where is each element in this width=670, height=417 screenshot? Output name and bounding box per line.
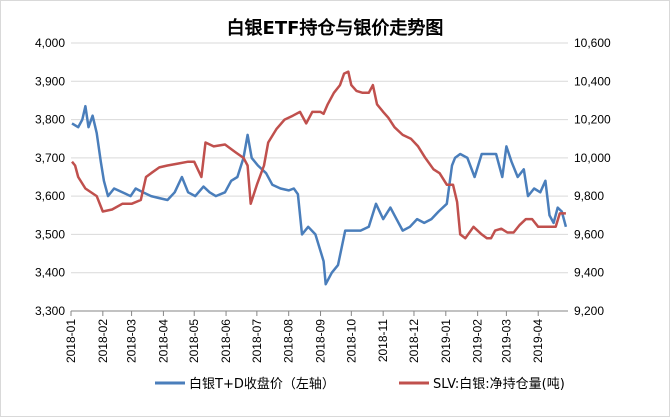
right-tick-label: 9,200 [574, 304, 604, 318]
right-tick-label: 9,400 [574, 266, 604, 280]
left-tick-label: 3,500 [35, 227, 65, 241]
left-tick-label: 3,800 [35, 113, 65, 127]
x-tick-label: 2018-09 [314, 319, 328, 363]
left-tick-label: 3,900 [35, 74, 65, 88]
chart-title: 白银ETF持仓与银价走势图 [227, 17, 444, 39]
series-slv-holdings [71, 70, 566, 240]
left-tick-label: 4,000 [35, 36, 65, 50]
right-tick-label: 10,400 [574, 74, 611, 88]
left-tick-label: 3,700 [35, 151, 65, 165]
left-tick-label: 3,600 [35, 189, 65, 203]
x-tick-label: 2019-04 [531, 319, 545, 363]
right-tick-label: 10,200 [574, 113, 611, 127]
left-tick-label: 3,300 [35, 304, 65, 318]
x-tick-label: 2019-01 [439, 319, 453, 363]
left-tick-label: 3,400 [35, 266, 65, 280]
legend-item-slv-holdings: SLV:白银:净持仓量(吨) [399, 376, 565, 392]
x-tick-label: 2018-03 [125, 319, 139, 363]
x-tick-label: 2018-10 [344, 319, 358, 363]
x-tick-label: 2018-06 [219, 319, 233, 363]
x-tick-label: 2018-05 [187, 319, 201, 363]
x-tick-label: 2018-11 [376, 319, 390, 362]
x-tick-label: 2018-07 [250, 319, 264, 363]
x-tick-label: 2018-08 [282, 319, 296, 363]
x-tick-label: 2018-01 [64, 319, 78, 363]
legend: 白银T+D收盘价（左轴） SLV:白银:净持仓量(吨) [155, 376, 565, 392]
series-line-silver-price [71, 104, 568, 286]
right-tick-label: 9,600 [574, 227, 604, 241]
legend-label: 白银T+D收盘价（左轴） [189, 376, 335, 392]
series-line-slv-holdings [71, 70, 566, 240]
x-tick-label: 2019-02 [471, 319, 485, 363]
x-tick-label: 2018-02 [96, 319, 110, 363]
legend-label: SLV:白银:净持仓量(吨) [433, 376, 565, 392]
x-tick-label: 2019-03 [499, 319, 513, 363]
x-tick-label: 2018-12 [407, 319, 421, 363]
x-axis: 2018-01 2018-02 2018-03 2018-04 2018-05 2018-… [64, 310, 568, 363]
right-tick-label: 10,000 [574, 151, 611, 165]
right-axis: 9,200 9,400 9,600 9,800 10,000 10,200 10,400 10… [574, 36, 611, 318]
legend-item-silver-price: 白银T+D收盘价（左轴） [155, 376, 335, 392]
right-tick-label: 10,600 [574, 36, 611, 50]
series-silver-price [71, 104, 568, 286]
x-tick-label: 2018-04 [156, 319, 170, 363]
right-tick-label: 9,800 [574, 189, 604, 203]
left-axis: 3,300 3,400 3,500 3,600 3,700 3,800 3,900 4,000 [35, 36, 65, 318]
